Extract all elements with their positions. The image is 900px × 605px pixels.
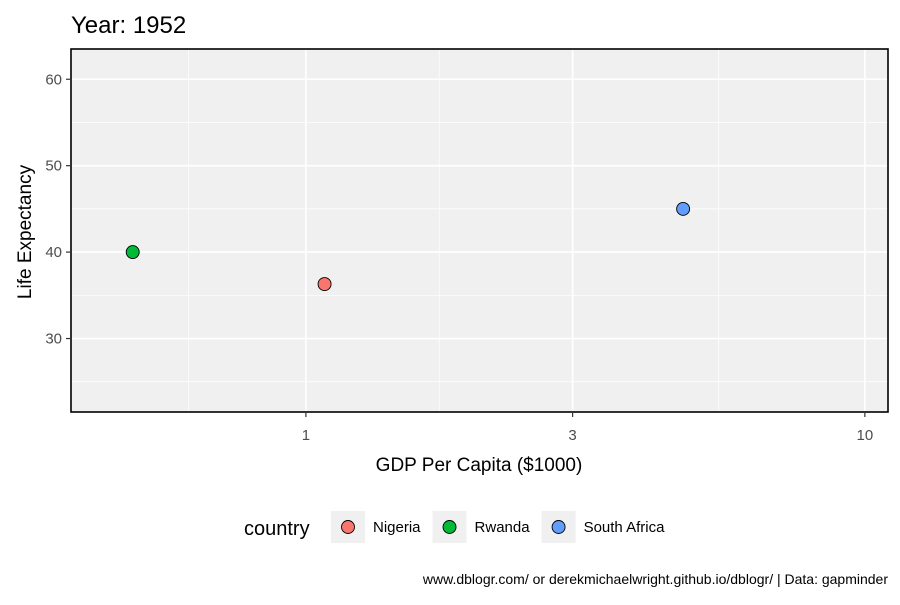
chart-title: Year: 1952 [71, 12, 186, 39]
data-point-nigeria [317, 277, 332, 292]
legend-label-south-africa: South Africa [584, 519, 666, 536]
legend-key-rwanda [442, 520, 457, 534]
plot-panel [71, 49, 888, 412]
legend: country Nigeria Rwanda South Africa [244, 511, 665, 543]
x-tick-label: 1 [302, 427, 310, 444]
chart-caption: www.dblogr.com/ or derekmichaelwright.gi… [422, 571, 888, 587]
legend-label-rwanda: Rwanda [475, 519, 531, 536]
y-axis-ticks: 30 40 50 60 [45, 71, 71, 348]
legend-title: country [244, 518, 310, 540]
y-tick-label: 30 [45, 331, 62, 348]
legend-items: Nigeria Rwanda South Africa [331, 511, 665, 543]
x-axis-label: GDP Per Capita ($1000) [376, 455, 583, 476]
x-axis-ticks: 1 3 10 [302, 412, 873, 444]
data-point-rwanda [125, 245, 140, 260]
grid-lines [71, 49, 888, 412]
x-tick-label: 10 [857, 427, 874, 444]
legend-key-south-africa [551, 520, 566, 534]
legend-label-nigeria: Nigeria [373, 519, 421, 536]
y-tick-label: 60 [45, 71, 62, 88]
legend-key-nigeria [341, 520, 355, 534]
x-tick-label: 3 [568, 427, 576, 444]
y-tick-label: 50 [45, 158, 62, 175]
plot-border [70, 48, 889, 413]
data-points [125, 201, 691, 292]
y-axis-label: Life Expectancy [15, 164, 36, 299]
y-tick-label: 40 [45, 244, 62, 261]
data-point-south-africa [676, 201, 691, 216]
